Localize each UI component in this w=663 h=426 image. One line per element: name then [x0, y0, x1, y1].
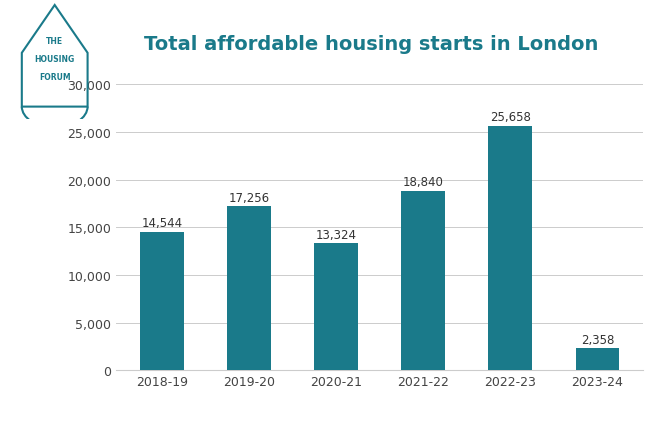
- Text: 25,658: 25,658: [490, 111, 530, 124]
- Bar: [227, 207, 271, 371]
- Bar: [140, 232, 184, 371]
- Bar: [489, 127, 532, 371]
- Text: THE: THE: [46, 37, 63, 46]
- Bar: [314, 244, 358, 371]
- Text: 18,840: 18,840: [402, 176, 444, 189]
- Text: 13,324: 13,324: [316, 228, 357, 242]
- Text: 2,358: 2,358: [581, 333, 614, 346]
- Text: 14,544: 14,544: [141, 217, 182, 230]
- Text: HOUSING: HOUSING: [34, 55, 75, 64]
- Text: Total affordable housing starts in London: Total affordable housing starts in Londo…: [144, 35, 599, 54]
- Bar: [401, 191, 445, 371]
- Text: FORUM: FORUM: [39, 73, 70, 82]
- Text: 17,256: 17,256: [228, 191, 269, 204]
- Bar: [575, 348, 619, 371]
